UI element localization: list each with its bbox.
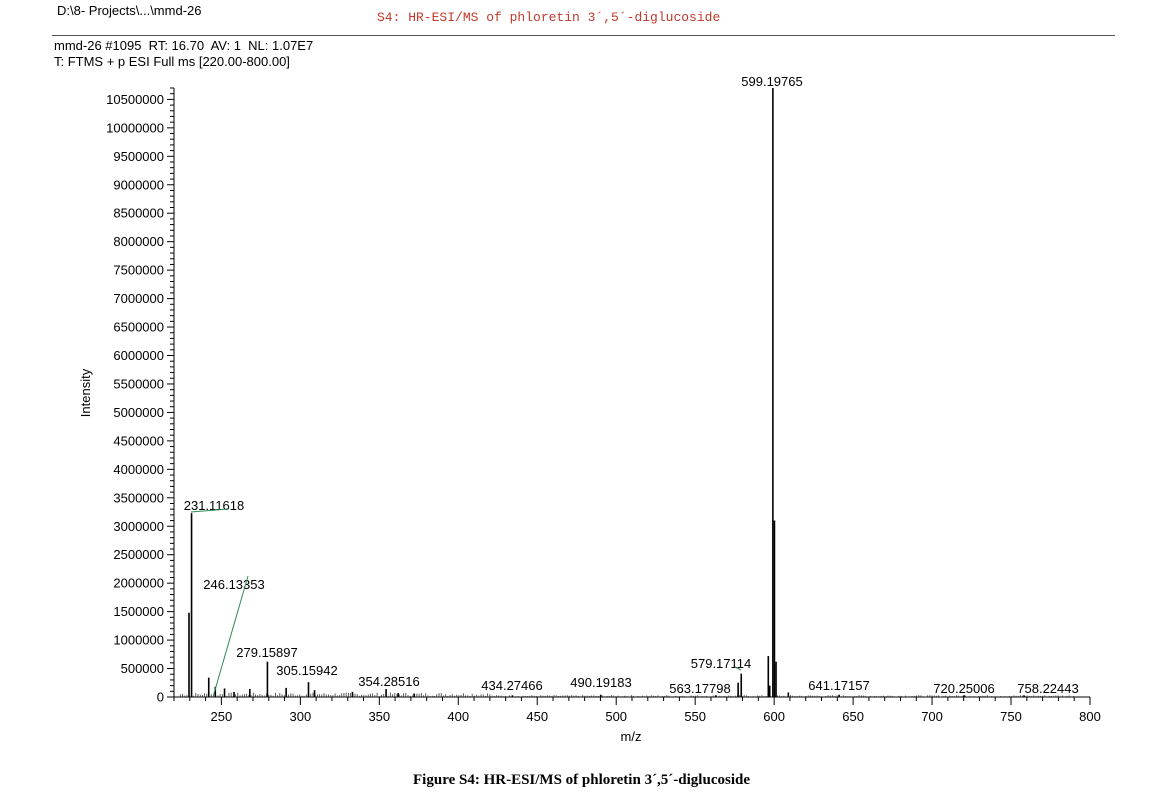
x-tick-label: 600 <box>763 709 785 724</box>
y-tick-label: 7500000 <box>113 263 164 278</box>
y-tick-label: 4000000 <box>113 462 164 477</box>
y-tick-label: 8500000 <box>113 206 164 221</box>
y-tick-label: 4500000 <box>113 433 164 448</box>
peak-label: 434.27466 <box>481 678 542 693</box>
peak-label: 563.17798 <box>669 681 730 696</box>
y-tick-label: 6000000 <box>113 348 164 363</box>
y-tick-label: 8000000 <box>113 234 164 249</box>
x-tick-label: 400 <box>447 709 469 724</box>
y-tick-label: 3000000 <box>113 519 164 534</box>
peak-label: 720.25006 <box>933 681 994 696</box>
y-tick-label: 500000 <box>121 661 164 676</box>
y-tick-label: 10500000 <box>106 92 164 107</box>
y-tick-label: 5500000 <box>113 376 164 391</box>
y-axis-label: Intensity <box>78 368 93 417</box>
scan-info: mmd-26 #1095 RT: 16.70 AV: 1 NL: 1.07E7 <box>54 38 314 53</box>
x-tick-label: 650 <box>842 709 864 724</box>
peak-label: 279.15897 <box>236 645 297 660</box>
label-leader-line <box>190 508 229 513</box>
peak-label: 599.19765 <box>741 74 802 89</box>
y-tick-label: 1000000 <box>113 633 164 648</box>
peak-label: 354.28516 <box>358 674 419 689</box>
peak-label: 579.17114 <box>691 656 752 671</box>
x-tick-label: 700 <box>921 709 943 724</box>
y-tick-label: 10000000 <box>106 120 164 135</box>
y-tick-label: 9500000 <box>113 149 164 164</box>
x-tick-label: 250 <box>211 709 233 724</box>
y-tick-label: 5000000 <box>113 405 164 420</box>
chart-peak-labels: 599.19765 231.11618 246.13353 279.15897 305.… <box>184 74 1079 698</box>
peak-label: 305.15942 <box>276 663 337 678</box>
y-tick-label: 6500000 <box>113 320 164 335</box>
y-tick-label: 2000000 <box>113 576 164 591</box>
label-leader-line <box>212 575 249 698</box>
header-divider <box>52 35 1115 36</box>
x-tick-label: 300 <box>289 709 311 724</box>
peak-label: 641.17157 <box>808 678 869 693</box>
peak-label: 246.13353 <box>203 577 264 592</box>
y-tick-label: 0 <box>157 690 164 705</box>
x-tick-label: 750 <box>1000 709 1022 724</box>
y-tick-label: 7000000 <box>113 291 164 306</box>
scan-filter: T: FTMS + p ESI Full ms [220.00-800.00] <box>54 54 290 69</box>
x-axis-label: m/z <box>621 729 642 744</box>
spectrum-title: S4: HR-ESI/MS of phloretin 3´,5´-digluco… <box>377 10 721 25</box>
x-tick-label: 550 <box>684 709 706 724</box>
y-tick-label: 9000000 <box>113 177 164 192</box>
peak-label: 490.19183 <box>570 675 631 690</box>
peak-label: 231.11618 <box>184 498 245 513</box>
x-tick-label: 800 <box>1079 709 1101 724</box>
file-path: D:\8- Projects\...\mmd-26 <box>57 3 202 18</box>
y-tick-label: 3500000 <box>113 490 164 505</box>
y-tick-label: 2500000 <box>113 547 164 562</box>
y-tick-label: 1500000 <box>113 604 164 619</box>
x-tick-label: 450 <box>526 709 548 724</box>
x-tick-label: 500 <box>605 709 627 724</box>
peak-label: 758.22443 <box>1017 681 1078 696</box>
chart-peaks <box>179 88 1074 697</box>
x-tick-label: 350 <box>368 709 390 724</box>
figure-caption: Figure S4: HR-ESI/MS of phloretin 3´,5´-… <box>413 772 750 788</box>
label-leader-line <box>734 666 742 671</box>
chart-axes: 0 500000 1000000 1500000 2000000 2500000 30000… <box>106 87 1101 724</box>
